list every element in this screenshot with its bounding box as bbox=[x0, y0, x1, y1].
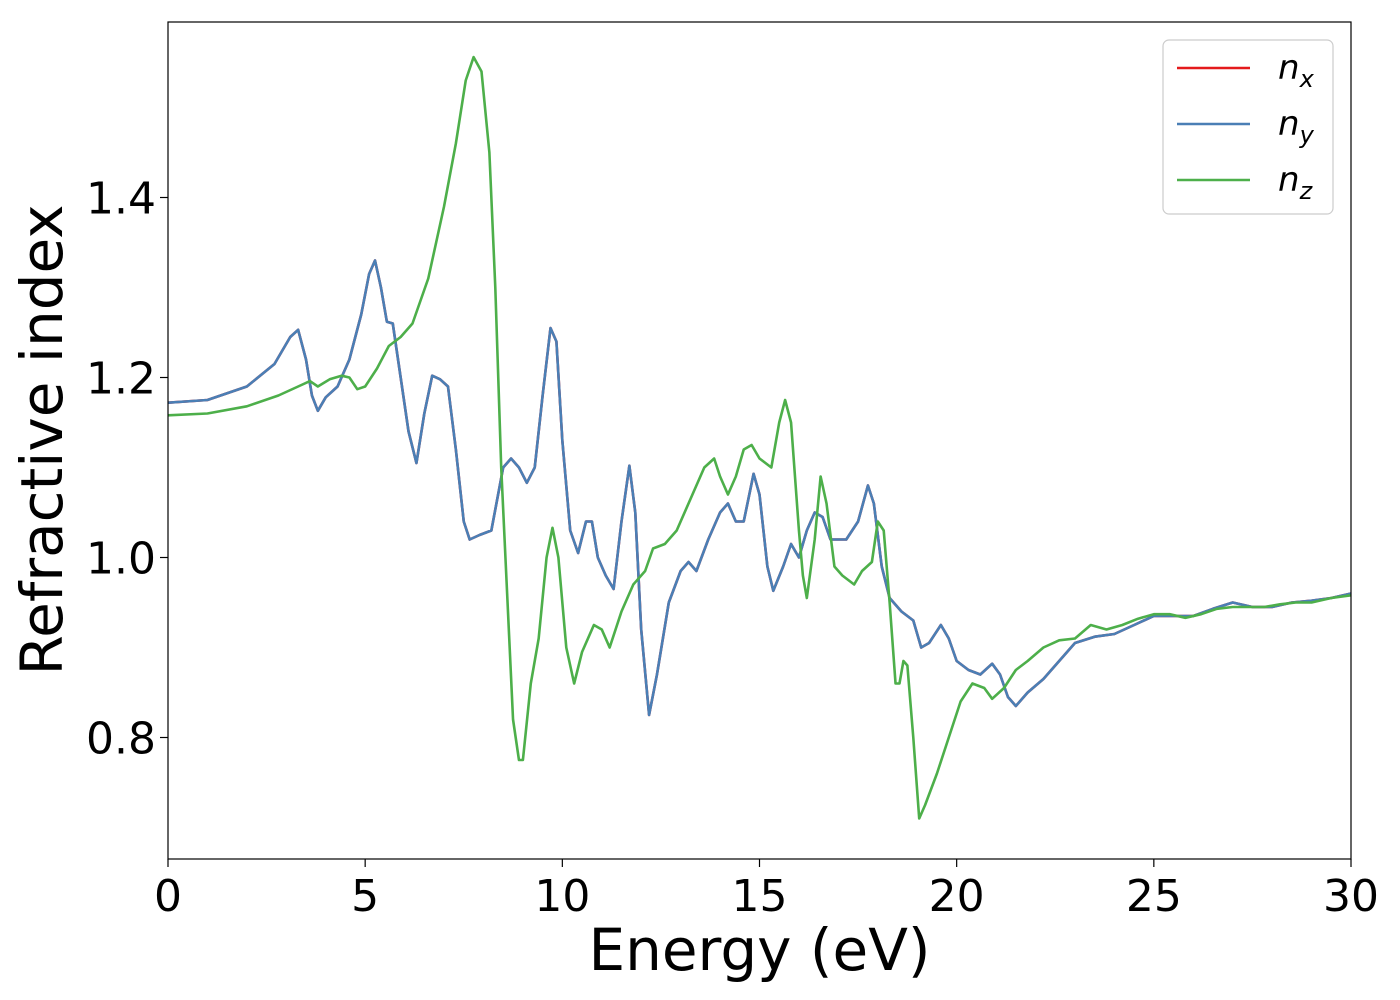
x-tick-label: 5 bbox=[351, 871, 379, 922]
legend-label-nz: nz bbox=[1278, 160, 1314, 205]
y-tick-label: 1.4 bbox=[86, 174, 156, 225]
x-tick-label: 10 bbox=[534, 871, 590, 922]
legend-label-nx: nx bbox=[1278, 48, 1315, 93]
x-tick-label: 15 bbox=[732, 871, 788, 922]
x-tick-label: 25 bbox=[1126, 871, 1182, 922]
x-axis-title: Energy (eV) bbox=[588, 916, 930, 984]
series-line-ny bbox=[168, 259, 1351, 717]
x-tick-label: 0 bbox=[154, 871, 182, 922]
y-tick-label: 1.0 bbox=[86, 534, 156, 585]
series-line-nz bbox=[168, 55, 1351, 820]
x-tick-label: 20 bbox=[929, 871, 985, 922]
y-axis: 0.8 1.0 1.2 1.4 bbox=[86, 174, 168, 765]
y-tick-label: 1.2 bbox=[86, 354, 156, 405]
x-tick-label: 30 bbox=[1323, 871, 1379, 922]
series-layer bbox=[168, 55, 1351, 820]
x-axis: 0 5 10 15 20 25 30 bbox=[154, 859, 1379, 922]
legend-box bbox=[1162, 39, 1334, 215]
y-tick-label: 0.8 bbox=[86, 714, 156, 765]
legend: nx ny nz bbox=[1162, 39, 1334, 215]
y-axis-title: Refractive index bbox=[8, 204, 76, 675]
legend-label-ny: ny bbox=[1278, 104, 1315, 149]
